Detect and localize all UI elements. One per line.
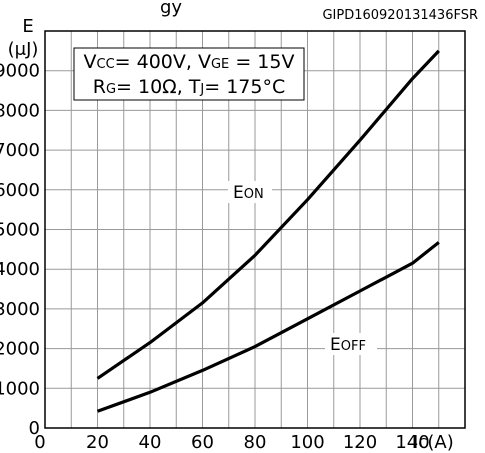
y-tick-label: 6000	[0, 180, 40, 201]
conditions-line-2: RG= 10Ω, TJ= 175°C	[93, 76, 285, 98]
x-tick-label: 100	[290, 432, 324, 453]
x-tick-label: 20	[86, 432, 109, 453]
conditions-box	[73, 47, 305, 101]
series-label-eon: EON	[233, 183, 264, 203]
y-axis-symbol: E	[22, 16, 33, 37]
figure-id: GIPD160920131436FSR	[322, 8, 478, 23]
x-tick-label: 120	[343, 432, 377, 453]
y-tick-label: 0	[29, 418, 40, 439]
series-label-eoff: EOFF	[330, 335, 366, 355]
y-tick-label: 9000	[0, 61, 40, 82]
conditions-line-1: VCC= 400V, VGE = 15V	[84, 51, 295, 73]
y-tick-labels: 0 1000 2000 3000 4000 5000 6000 7000 8000 9000	[0, 61, 40, 439]
x-tick-label: 60	[191, 432, 214, 453]
x-tick-label: 80	[244, 432, 267, 453]
y-tick-label: 3000	[0, 299, 40, 320]
y-tick-label: 1000	[0, 378, 40, 399]
plot-frame	[44, 30, 466, 429]
x-tick-label: 40	[139, 432, 162, 453]
x-tick-label: 0	[34, 432, 45, 453]
chart-title-partial: gy	[160, 0, 182, 18]
y-axis-unit: (μJ)	[8, 39, 39, 60]
y-tick-label: 5000	[0, 220, 40, 241]
series-label-bg	[228, 181, 272, 203]
series-line-eon	[96, 49, 440, 380]
y-tick-label: 2000	[0, 339, 40, 360]
series-line-eoff	[96, 241, 440, 413]
y-tick-label: 4000	[0, 259, 40, 280]
series-label-bg	[325, 333, 377, 355]
x-tick-label: 140	[395, 432, 429, 453]
x-axis-label: IC(A)	[413, 432, 454, 453]
series: EON EOFF	[96, 49, 440, 413]
y-tick-label: 8000	[0, 100, 40, 121]
y-tick-label: 7000	[0, 140, 40, 161]
x-tick-labels: 0 20 40 60 80 100 120 140	[34, 432, 429, 453]
